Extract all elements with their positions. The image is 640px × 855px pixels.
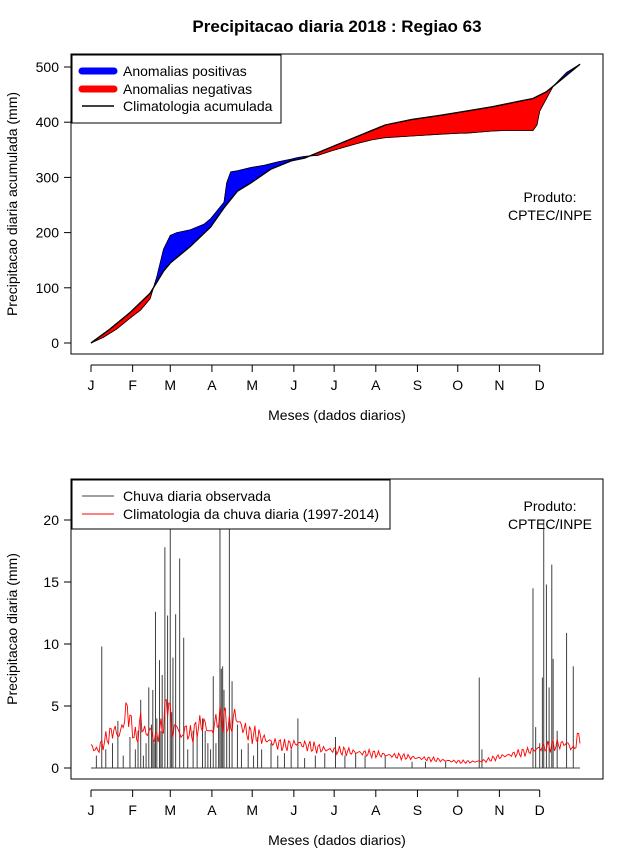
x-tick-label: J xyxy=(331,377,338,393)
climatology-rain-line xyxy=(90,698,581,765)
y-tick-label: 10 xyxy=(43,636,59,652)
climatology-rain-line xyxy=(90,698,581,765)
y-tick-label: 0 xyxy=(51,760,59,776)
credit-line2: CPTEC/INPE xyxy=(508,207,592,223)
x-tick-label: M xyxy=(246,802,258,818)
y-tick-label: 20 xyxy=(43,512,59,528)
x-tick-label: J xyxy=(331,802,338,818)
legend-label-positive: Anomalias positivas xyxy=(123,63,247,79)
x-tick-label: A xyxy=(371,377,381,393)
cumulative-chart: 0 100 200 300 400 500 J F M A M J J A S O N D Meses (dad… xyxy=(4,53,604,423)
x-tick-label: S xyxy=(413,377,422,393)
x-tick-label: J xyxy=(290,802,297,818)
x-tick-label: N xyxy=(494,802,504,818)
x-tick-label: O xyxy=(452,802,463,818)
x-tick-label: N xyxy=(494,377,504,393)
y-tick-label: 100 xyxy=(36,280,60,296)
x-tick-label: A xyxy=(371,802,381,818)
legend-label-climatology: Climatologia acumulada xyxy=(123,98,273,114)
y-tick-label: 200 xyxy=(36,225,60,241)
legend-box xyxy=(71,479,391,530)
x-tick-label: J xyxy=(290,377,297,393)
y-tick-label: 500 xyxy=(36,59,60,75)
x-axis-label: Meses (dados diarios) xyxy=(268,832,406,848)
y-tick-label: 15 xyxy=(43,574,59,590)
x-tick-label: M xyxy=(164,802,176,818)
y-axis-label: Precipitacao diaria (mm) xyxy=(4,553,20,705)
x-tick-label: M xyxy=(164,377,176,393)
y-axis: 0 5 10 15 20 xyxy=(43,512,72,776)
x-tick-label: F xyxy=(128,802,137,818)
climatology-cumulative-line xyxy=(90,63,581,344)
legend-label-climatology: Climatologia da chuva diaria (1997-2014) xyxy=(123,506,379,522)
x-tick-label: D xyxy=(535,802,545,818)
x-tick-label: J xyxy=(88,802,95,818)
y-tick-label: 300 xyxy=(36,169,60,185)
x-axis-label: Meses (dados diarios) xyxy=(268,407,406,423)
legend-label-observed: Chuva diaria observada xyxy=(123,488,271,504)
figure-title: Precipitacao diaria 2018 : Regiao 63 xyxy=(192,17,481,36)
x-tick-label: M xyxy=(246,377,258,393)
y-tick-label: 0 xyxy=(51,335,59,351)
x-tick-label: J xyxy=(88,377,95,393)
daily-rain-chart: 0 5 10 15 20 J F M A M J J A S O N D Meses (dados diari… xyxy=(4,478,604,848)
y-tick-label: 400 xyxy=(36,114,60,130)
observed-cumulative-line xyxy=(90,63,581,344)
x-tick-label: D xyxy=(535,377,545,393)
cumulative-lines xyxy=(90,63,581,344)
legend: Chuva diaria observada Climatologia da c… xyxy=(71,479,391,530)
x-tick-label: A xyxy=(207,802,217,818)
x-tick-label: A xyxy=(207,377,217,393)
credit-line1: Produto: xyxy=(524,498,577,514)
legend-label-negative: Anomalias negativas xyxy=(123,81,252,97)
y-axis: 0 100 200 300 400 500 xyxy=(36,59,72,351)
credit-line1: Produto: xyxy=(524,189,577,205)
x-tick-label: S xyxy=(413,802,422,818)
y-axis-label: Precipitacao diaria acumulada (mm) xyxy=(4,92,20,316)
x-tick-label: F xyxy=(128,377,137,393)
y-tick-label: 5 xyxy=(51,698,59,714)
x-tick-label: O xyxy=(452,377,463,393)
credit-line2: CPTEC/INPE xyxy=(508,516,592,532)
legend: Anomalias positivas Anomalias negativas … xyxy=(71,54,282,124)
